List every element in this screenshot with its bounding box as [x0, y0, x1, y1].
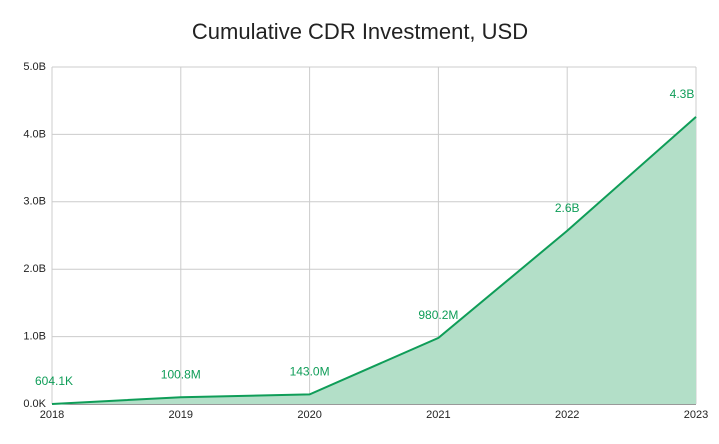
x-tick-label: 2019: [169, 409, 193, 421]
chart-title: Cumulative CDR Investment, USD: [192, 19, 528, 44]
y-tick-label: 1.0B: [23, 331, 46, 343]
x-tick-label: 2022: [555, 409, 579, 421]
value-label: 2.6B: [555, 201, 580, 215]
area-line: [51, 116, 697, 405]
y-tick-label: 3.0B: [23, 196, 46, 208]
value-label: 100.8M: [161, 367, 201, 381]
value-label: 143.0M: [290, 365, 330, 379]
x-tick-label: 2020: [297, 409, 321, 421]
value-label: 980.2M: [418, 308, 458, 322]
area-fill: [52, 116, 696, 404]
y-tick-label: 0.0K: [23, 398, 46, 410]
value-label: 604.1K: [35, 374, 73, 388]
x-tick-label: 2018: [40, 409, 64, 421]
value-label: 4.3B: [670, 87, 695, 101]
y-tick-label: 2.0B: [23, 263, 46, 275]
x-tick-label: 2023: [684, 409, 708, 421]
y-tick-label: 5.0B: [23, 61, 46, 73]
y-tick-label: 4.0B: [23, 128, 46, 140]
x-tick-label: 2021: [426, 409, 450, 421]
